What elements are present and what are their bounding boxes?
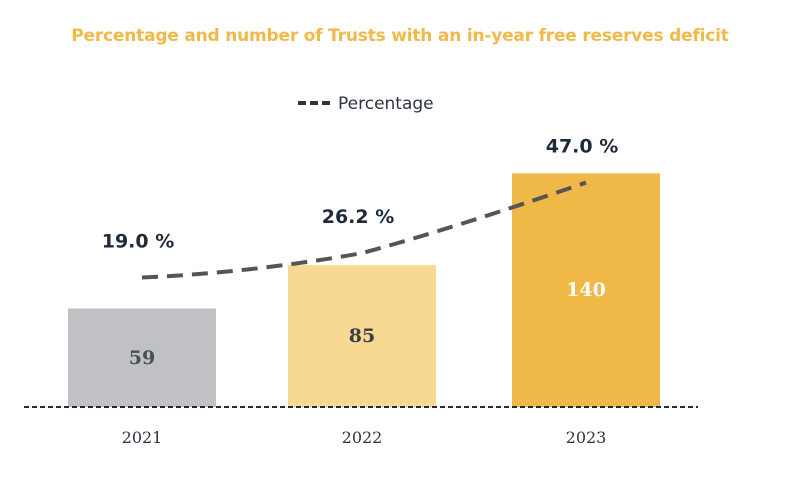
legend-entry-percentage: Percentage <box>338 94 434 114</box>
x-axis-ticks: 2021 2022 2023 <box>122 428 607 447</box>
percentage-label-2023: 47.0 % <box>546 136 619 158</box>
bar-value-label-2022: 85 <box>349 325 375 347</box>
x-tick-label-2022: 2022 <box>342 428 383 447</box>
percentage-label-2021: 19.0 % <box>102 231 175 253</box>
bars <box>68 173 660 407</box>
bar-value-label-2021: 59 <box>129 347 155 369</box>
percentage-labels: 19.0 % 26.2 % 47.0 % <box>102 136 619 253</box>
bar-2023 <box>512 173 660 407</box>
chart-title: Percentage and number of Trusts with an … <box>71 26 729 46</box>
bar-value-label-2023: 140 <box>566 279 606 301</box>
percentage-line <box>141 180 587 280</box>
percentage-label-2022: 26.2 % <box>322 206 395 228</box>
x-tick-label-2021: 2021 <box>122 428 163 447</box>
bar-2022 <box>288 265 436 407</box>
legend: Percentage <box>298 94 434 114</box>
bar-value-labels: 59 85 140 <box>129 279 606 369</box>
x-tick-label-2023: 2023 <box>566 428 607 447</box>
bar-2021 <box>68 308 216 407</box>
